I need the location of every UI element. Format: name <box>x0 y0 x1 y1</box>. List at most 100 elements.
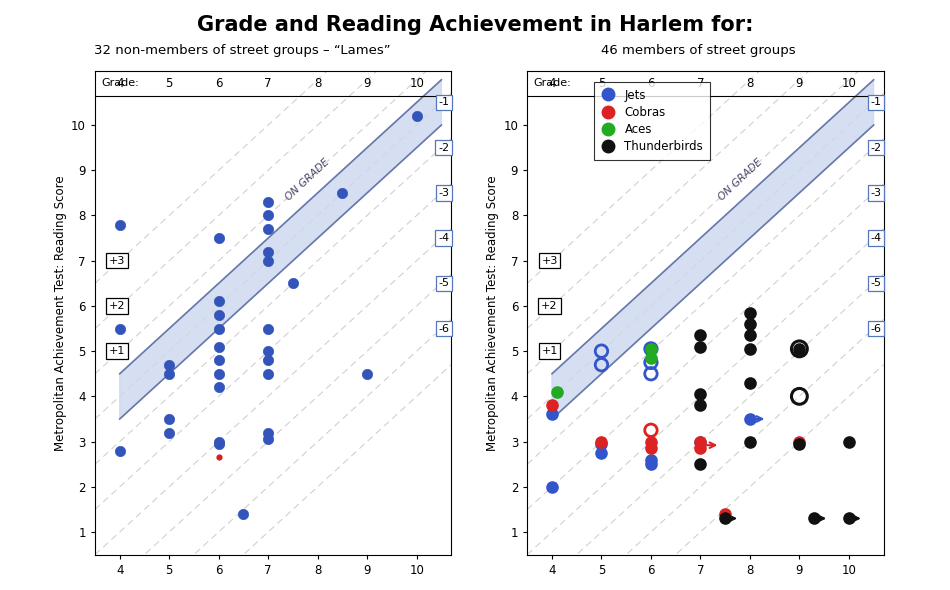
Text: 4: 4 <box>548 77 556 90</box>
Point <box>260 324 276 333</box>
Point <box>643 353 658 363</box>
Point <box>791 392 807 401</box>
Text: +2: +2 <box>109 301 125 311</box>
Point <box>791 439 807 448</box>
Point <box>742 437 757 446</box>
Point <box>594 448 609 458</box>
Point <box>211 439 226 448</box>
Text: 7: 7 <box>696 77 704 90</box>
Point <box>112 446 127 455</box>
Polygon shape <box>120 80 442 419</box>
Point <box>260 224 276 234</box>
Point <box>693 437 708 446</box>
Point <box>260 346 276 356</box>
Point <box>285 278 300 288</box>
Point <box>549 387 564 396</box>
Text: 5: 5 <box>165 77 173 90</box>
Text: -2: -2 <box>870 143 882 153</box>
Text: -3: -3 <box>870 188 882 198</box>
Text: 8: 8 <box>314 77 321 90</box>
Point <box>742 330 757 340</box>
Point <box>211 310 226 320</box>
Point <box>211 324 226 333</box>
Point <box>162 360 177 369</box>
Text: -4: -4 <box>438 233 449 243</box>
Point <box>643 369 658 378</box>
Text: 46 members of street groups: 46 members of street groups <box>601 44 795 57</box>
Text: 8: 8 <box>746 77 753 90</box>
Point <box>162 369 177 378</box>
Text: Grade:: Grade: <box>101 78 139 88</box>
Point <box>260 435 276 444</box>
Point <box>717 509 732 519</box>
Point <box>594 437 609 446</box>
Point <box>791 437 807 446</box>
Point <box>742 414 757 424</box>
Text: 9: 9 <box>796 77 803 90</box>
Point <box>842 514 857 523</box>
Point <box>693 437 708 446</box>
Point <box>544 482 560 491</box>
Point <box>742 319 757 329</box>
Text: -4: -4 <box>870 233 882 243</box>
Point <box>236 509 251 519</box>
Text: -1: -1 <box>438 97 449 107</box>
Text: -3: -3 <box>438 188 449 198</box>
Point <box>544 409 560 419</box>
Point <box>693 389 708 399</box>
Point <box>643 444 658 453</box>
Point <box>260 211 276 220</box>
Text: +1: +1 <box>542 346 558 356</box>
Text: Grade and Reading Achievement in Harlem for:: Grade and Reading Achievement in Harlem … <box>197 15 753 35</box>
Text: ON GRADE: ON GRADE <box>716 156 764 202</box>
Text: -1: -1 <box>870 97 882 107</box>
Point <box>643 344 658 353</box>
Point <box>693 444 708 453</box>
Text: ON GRADE: ON GRADE <box>284 156 332 202</box>
Point <box>211 382 226 392</box>
Text: -5: -5 <box>870 278 882 289</box>
Text: +3: +3 <box>542 255 558 266</box>
Point <box>693 330 708 340</box>
Text: 4: 4 <box>116 77 124 90</box>
Point <box>260 256 276 266</box>
Text: +3: +3 <box>109 255 125 266</box>
Point <box>260 369 276 378</box>
Text: 9: 9 <box>364 77 370 90</box>
Text: 6: 6 <box>647 77 655 90</box>
Point <box>643 344 658 353</box>
Point <box>211 355 226 365</box>
Text: -6: -6 <box>438 323 449 333</box>
Point <box>211 453 226 462</box>
Point <box>162 428 177 437</box>
Point <box>334 188 350 198</box>
Point <box>791 344 807 353</box>
Y-axis label: Metropolitan Achievement Test: Reading Score: Metropolitan Achievement Test: Reading S… <box>54 175 66 451</box>
Point <box>643 425 658 435</box>
Point <box>211 234 226 243</box>
Text: 7: 7 <box>264 77 272 90</box>
Point <box>211 437 226 446</box>
Point <box>211 297 226 306</box>
Point <box>643 358 658 367</box>
Text: -6: -6 <box>870 323 882 333</box>
Point <box>693 342 708 351</box>
Legend: Jets, Cobras, Aces, Thunderbirds: Jets, Cobras, Aces, Thunderbirds <box>594 81 711 160</box>
Point <box>807 514 822 523</box>
Point <box>544 401 560 410</box>
Text: 10: 10 <box>842 77 856 90</box>
Point <box>643 455 658 464</box>
Point <box>260 247 276 257</box>
Text: 10: 10 <box>409 77 424 90</box>
Point <box>842 437 857 446</box>
Point <box>742 344 757 353</box>
Point <box>112 220 127 230</box>
Point <box>742 378 757 388</box>
Point <box>693 401 708 410</box>
Point <box>594 360 609 369</box>
Point <box>260 197 276 206</box>
Point <box>162 414 177 424</box>
Point <box>359 369 374 378</box>
Text: 6: 6 <box>215 77 222 90</box>
Point <box>594 439 609 448</box>
